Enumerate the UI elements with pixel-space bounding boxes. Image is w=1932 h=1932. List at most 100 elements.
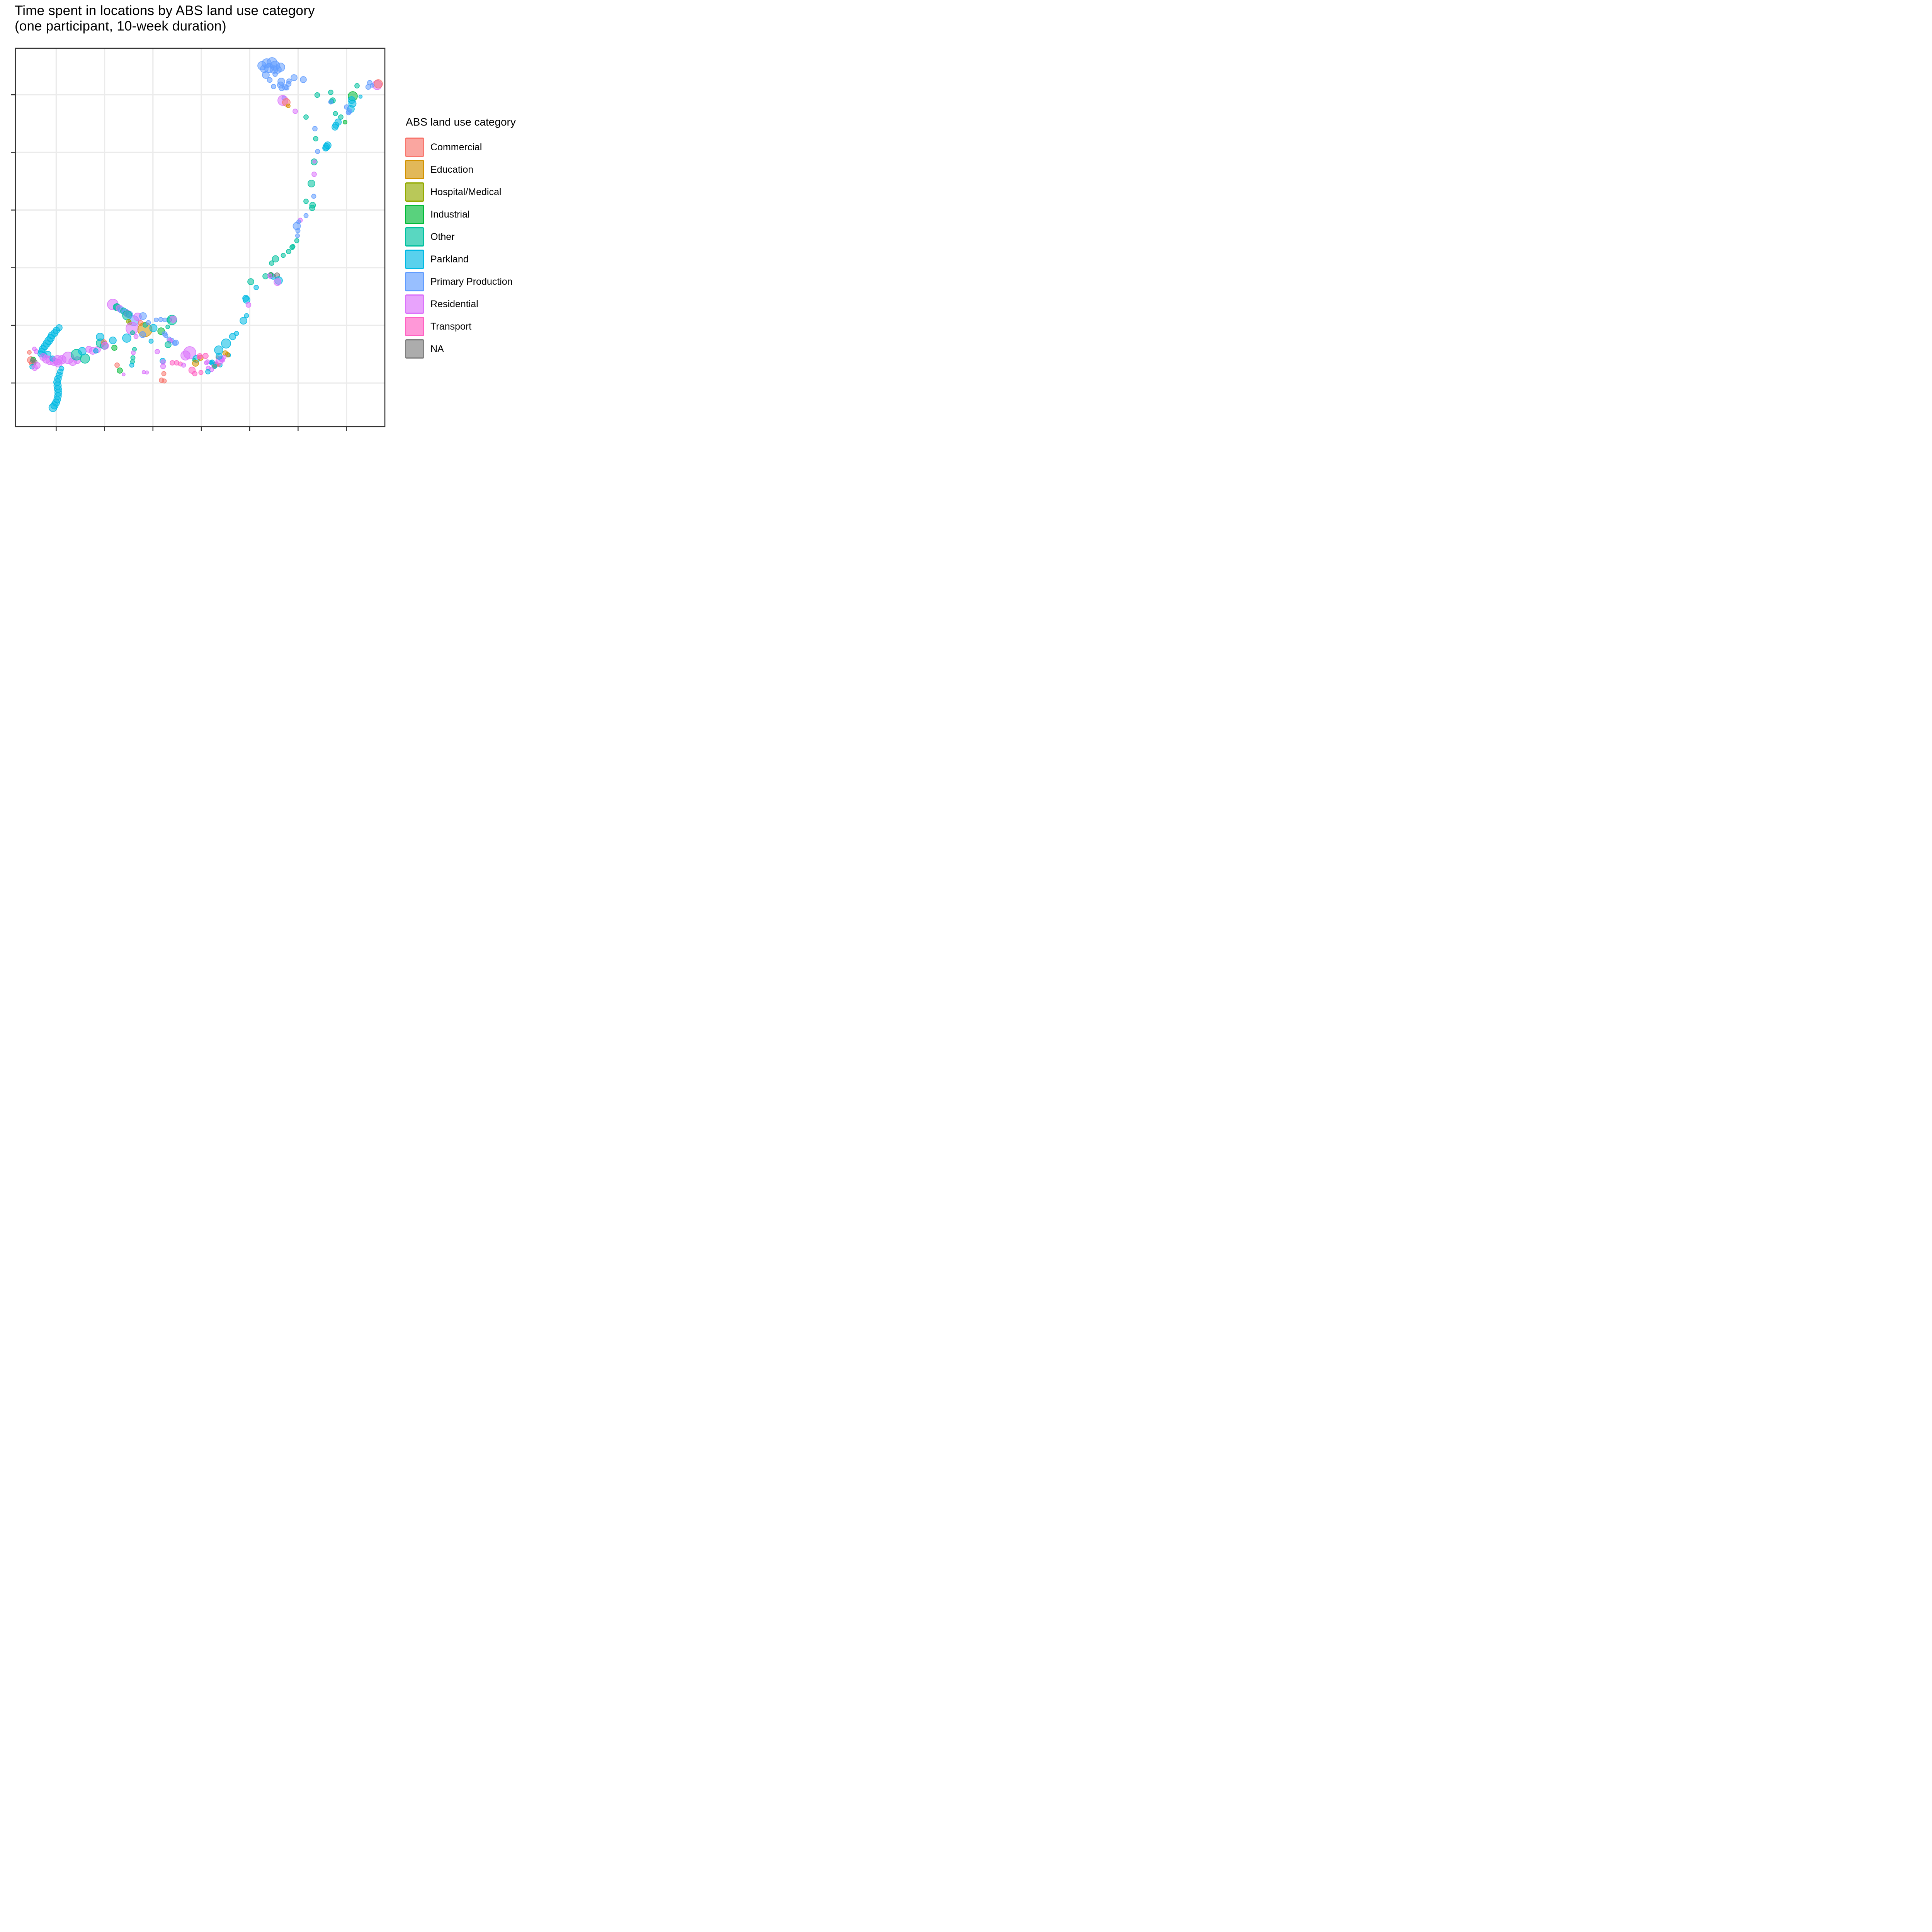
legend-swatch bbox=[405, 339, 424, 359]
data-point-P bbox=[78, 347, 87, 355]
data-point-C bbox=[161, 371, 167, 376]
data-point-R bbox=[34, 362, 41, 369]
gridlines bbox=[15, 48, 385, 427]
data-point-P bbox=[242, 295, 249, 302]
panel-border bbox=[15, 48, 386, 427]
legend-item-transport: Transport bbox=[405, 315, 583, 338]
data-point-B bbox=[345, 109, 352, 116]
data-point-P bbox=[240, 317, 247, 325]
data-point-O bbox=[262, 273, 269, 279]
data-point-R bbox=[311, 172, 317, 177]
data-point-O bbox=[286, 249, 291, 254]
data-point-O bbox=[130, 355, 136, 361]
data-point-B bbox=[272, 71, 278, 77]
data-point-B bbox=[315, 149, 320, 154]
data-point-B bbox=[328, 99, 333, 105]
data-point-P bbox=[216, 353, 223, 360]
data-point-O bbox=[303, 114, 309, 120]
data-point-R bbox=[180, 350, 190, 361]
scatter-points bbox=[27, 57, 383, 412]
data-point-P bbox=[212, 364, 218, 369]
data-point-O bbox=[328, 90, 333, 95]
data-point-O bbox=[338, 114, 344, 120]
data-point-T bbox=[192, 371, 197, 376]
data-point-R bbox=[293, 109, 298, 114]
legend: ABS land use category Commercial Educatio… bbox=[405, 116, 583, 360]
data-point-R bbox=[268, 274, 272, 278]
data-point-P bbox=[93, 348, 99, 354]
data-point-C bbox=[374, 79, 383, 88]
legend-swatch bbox=[405, 294, 424, 314]
data-point-R bbox=[181, 362, 186, 368]
data-point-R bbox=[160, 363, 166, 369]
legend-item-residential: Residential bbox=[405, 293, 583, 315]
data-point-O bbox=[269, 260, 274, 266]
data-point-R bbox=[133, 334, 139, 339]
axis-ticks bbox=[11, 94, 347, 431]
data-point-R bbox=[155, 349, 160, 354]
data-point-R bbox=[145, 370, 149, 375]
data-point-P bbox=[149, 324, 158, 332]
data-point-B bbox=[153, 317, 159, 323]
data-point-E bbox=[225, 352, 230, 357]
data-point-E bbox=[286, 104, 291, 108]
legend-item-label: Primary Production bbox=[430, 276, 513, 287]
legend-swatch bbox=[405, 182, 424, 202]
data-point-O bbox=[303, 199, 309, 204]
legend-item-label: Commercial bbox=[430, 141, 482, 153]
data-point-B bbox=[300, 76, 307, 83]
data-point-I bbox=[343, 120, 347, 124]
data-point-O bbox=[130, 330, 135, 335]
data-point-C bbox=[162, 378, 167, 384]
data-point-R bbox=[101, 342, 109, 350]
data-point-B bbox=[291, 74, 298, 81]
data-point-O bbox=[165, 341, 172, 348]
data-point-P bbox=[358, 94, 363, 99]
data-point-B bbox=[312, 126, 318, 131]
data-point-B bbox=[146, 320, 151, 325]
data-point-P bbox=[129, 362, 134, 368]
data-point-P bbox=[122, 333, 131, 343]
data-point-B bbox=[139, 331, 146, 338]
data-point-P bbox=[48, 403, 58, 412]
data-point-B bbox=[163, 333, 168, 338]
data-point-R bbox=[274, 278, 281, 286]
data-point-R bbox=[205, 359, 210, 364]
data-point-O bbox=[314, 92, 320, 98]
data-point-B bbox=[162, 317, 168, 323]
legend-item-label: Other bbox=[430, 231, 455, 242]
legend-item-label: Residential bbox=[430, 298, 478, 310]
data-point-B bbox=[271, 84, 276, 89]
data-point-B bbox=[295, 228, 301, 233]
legend-swatch bbox=[405, 138, 424, 157]
data-point-R bbox=[131, 350, 136, 355]
data-point-O bbox=[165, 325, 170, 329]
data-point-P bbox=[148, 338, 154, 344]
legend-item-label: Parkland bbox=[430, 253, 469, 265]
data-point-B bbox=[158, 317, 163, 322]
data-point-O bbox=[281, 253, 286, 258]
data-point-E bbox=[192, 360, 199, 367]
data-point-P bbox=[332, 124, 338, 131]
legend-item-label: Education bbox=[430, 164, 474, 175]
data-point-B bbox=[267, 77, 273, 83]
data-point-R bbox=[122, 372, 126, 376]
data-point-B bbox=[311, 194, 316, 199]
data-point-C bbox=[27, 350, 32, 355]
legend-swatch bbox=[405, 205, 424, 224]
chart-title: Time spent in locations by ABS land use … bbox=[15, 3, 315, 34]
data-point-R bbox=[312, 159, 317, 164]
data-point-O bbox=[272, 255, 279, 263]
data-point-T bbox=[202, 353, 209, 359]
data-point-P bbox=[205, 369, 211, 374]
data-point-R bbox=[245, 302, 252, 308]
legend-item-hospital-medical: Hospital/Medical bbox=[405, 181, 583, 203]
data-point-O bbox=[354, 83, 360, 88]
data-point-P bbox=[229, 333, 236, 340]
data-point-C bbox=[114, 362, 120, 368]
legend-item-commercial: Commercial bbox=[405, 136, 583, 158]
legend-swatch bbox=[405, 250, 424, 269]
data-point-R bbox=[169, 315, 177, 323]
data-point-O bbox=[290, 244, 296, 249]
data-point-T bbox=[198, 370, 204, 375]
